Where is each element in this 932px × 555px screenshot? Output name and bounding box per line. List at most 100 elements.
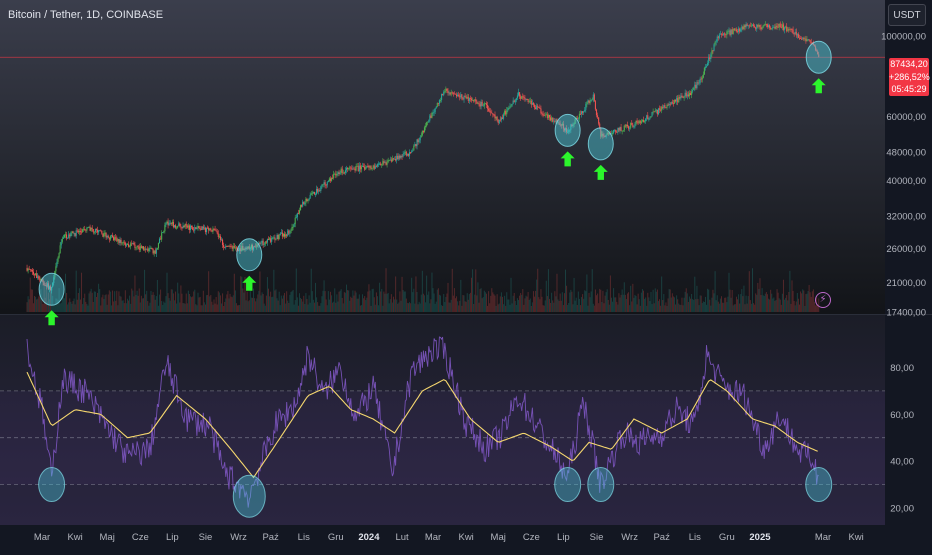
signal-circle[interactable] bbox=[38, 467, 66, 503]
volume-bar bbox=[812, 289, 814, 312]
volume-bar bbox=[40, 289, 42, 312]
volume-bar bbox=[709, 299, 711, 312]
volume-bar bbox=[714, 271, 716, 312]
volume-bar bbox=[507, 299, 509, 312]
lightning-bolt-icon[interactable]: ⚡ bbox=[815, 292, 831, 308]
volume-bar bbox=[93, 291, 95, 312]
candle-body bbox=[153, 250, 155, 254]
candle-body bbox=[293, 224, 295, 227]
volume-bar bbox=[505, 305, 507, 312]
volume-bar bbox=[447, 282, 449, 312]
signal-circle[interactable] bbox=[38, 272, 65, 306]
volume-bar bbox=[423, 295, 425, 312]
volume-bar bbox=[352, 290, 354, 312]
candle-body bbox=[810, 42, 812, 43]
volume-bar bbox=[707, 288, 709, 312]
volume-bar bbox=[319, 305, 321, 312]
price-layer bbox=[0, 21, 885, 326]
signal-circle[interactable] bbox=[587, 467, 615, 503]
volume-bar bbox=[444, 302, 446, 312]
candle-body bbox=[601, 133, 603, 137]
candle-body bbox=[191, 225, 193, 228]
signal-circle[interactable] bbox=[805, 467, 833, 503]
candle-body bbox=[662, 106, 664, 108]
volume-bar bbox=[271, 297, 273, 312]
signal-circle[interactable] bbox=[554, 113, 581, 147]
volume-bar bbox=[545, 280, 547, 312]
signal-circle[interactable] bbox=[587, 127, 614, 161]
volume-bar bbox=[717, 301, 719, 312]
signal-circle[interactable] bbox=[554, 467, 582, 503]
volume-bar bbox=[399, 291, 401, 312]
volume-bar bbox=[227, 290, 229, 312]
volume-bar bbox=[117, 305, 119, 312]
time-axis-label: Mar bbox=[34, 532, 50, 543]
volume-bar bbox=[99, 289, 101, 312]
candle-body bbox=[360, 166, 363, 170]
candle-body bbox=[280, 232, 282, 234]
candle-body bbox=[73, 233, 75, 234]
volume-bar bbox=[621, 289, 623, 312]
volume-bar bbox=[513, 293, 515, 312]
volume-bar bbox=[667, 298, 669, 312]
candle-body bbox=[242, 245, 244, 250]
candle-body bbox=[28, 268, 30, 270]
candle-body bbox=[464, 96, 466, 97]
volume-bar bbox=[106, 304, 108, 312]
volume-bar bbox=[73, 298, 75, 312]
volume-bar bbox=[421, 270, 423, 312]
candle-body bbox=[529, 100, 531, 102]
volume-bar bbox=[807, 291, 809, 312]
candle-body bbox=[466, 96, 468, 99]
time-axis-label: Lis bbox=[298, 532, 310, 543]
rsi-axis-tick-label: 80,00 bbox=[890, 363, 914, 374]
candle-body bbox=[710, 54, 712, 59]
candle-body bbox=[177, 225, 179, 228]
candle-body bbox=[435, 106, 437, 109]
volume-bar bbox=[436, 289, 438, 312]
volume-bar bbox=[792, 290, 794, 312]
candle-body bbox=[561, 123, 563, 126]
candle-body bbox=[683, 96, 685, 98]
volume-bar bbox=[463, 295, 465, 312]
volume-bar bbox=[466, 293, 468, 312]
candle-body bbox=[357, 165, 359, 172]
candle-body bbox=[223, 245, 225, 248]
volume-bar bbox=[241, 276, 243, 312]
signal-circle[interactable] bbox=[232, 474, 266, 518]
candle-body bbox=[183, 225, 185, 228]
volume-bar bbox=[98, 283, 100, 312]
candle-body bbox=[566, 128, 568, 133]
candle-body bbox=[678, 97, 680, 103]
candle-body bbox=[488, 108, 490, 111]
volume-bar bbox=[362, 294, 364, 312]
candle-body bbox=[451, 92, 453, 94]
volume-bar bbox=[536, 279, 538, 312]
candle-body bbox=[803, 37, 805, 40]
volume-bar bbox=[105, 294, 107, 312]
candle-body bbox=[374, 166, 376, 169]
candle-body bbox=[658, 108, 661, 110]
volume-bar bbox=[139, 302, 141, 312]
candle-body bbox=[383, 161, 385, 163]
candle-body bbox=[732, 28, 734, 35]
candle-body bbox=[84, 228, 86, 230]
volume-bar bbox=[796, 292, 798, 312]
candle-body bbox=[198, 226, 200, 229]
signal-circle[interactable] bbox=[805, 40, 832, 74]
candle-body bbox=[722, 34, 724, 36]
volume-bar bbox=[233, 273, 235, 312]
candle-body bbox=[251, 245, 254, 250]
volume-bar bbox=[738, 294, 740, 312]
volume-bar bbox=[434, 303, 436, 312]
signal-circle[interactable] bbox=[236, 238, 263, 272]
volume-bar bbox=[732, 305, 734, 312]
candle-body bbox=[587, 100, 589, 103]
volume-bar bbox=[559, 293, 561, 312]
volume-bar bbox=[71, 303, 73, 312]
volume-bar bbox=[168, 298, 170, 312]
candle-body bbox=[116, 238, 118, 242]
volume-bar bbox=[430, 299, 432, 312]
currency-button[interactable]: USDT bbox=[888, 4, 926, 26]
